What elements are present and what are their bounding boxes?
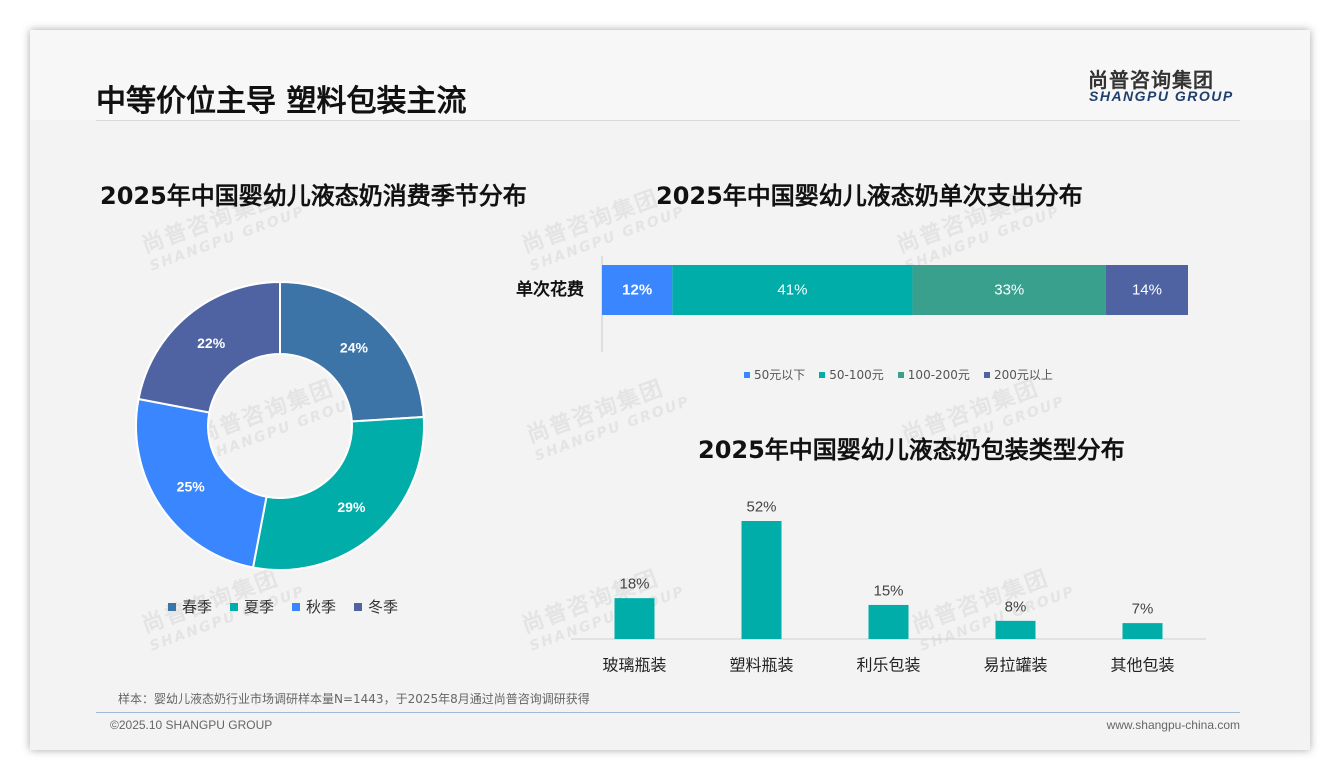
donut-label-4: 22% [197, 335, 226, 351]
package-category-label-5: 其他包装 [1110, 656, 1174, 675]
spend-segment-1 [602, 265, 673, 315]
season-legend-label-2: 夏季 [244, 598, 275, 616]
season-legend-item-2: 夏季 [230, 596, 274, 617]
spend-legend-swatch-3 [897, 371, 904, 378]
spend-segment-2 [672, 265, 913, 315]
package-bar-4 [995, 620, 1036, 639]
season-legend-item-1: 春季 [168, 596, 212, 617]
donut-slice-1 [279, 280, 425, 423]
page-title: 中等价位主导 塑料包装主流 [96, 84, 467, 119]
spend-legend-label-4: 200元以上 [993, 368, 1053, 382]
spend-legend-label-3: 100-200元 [907, 368, 970, 382]
season-chart-title: 2025年中国婴幼儿液态奶消费季节分布 [100, 182, 527, 210]
season-legend-item-4: 冬季 [354, 596, 398, 617]
website: www.shangpu-china.com [1106, 718, 1240, 732]
season-legend-label-3: 秋季 [306, 598, 337, 616]
package-value-label-5: 7% [1132, 601, 1154, 618]
title-divider [96, 120, 1240, 121]
package-bar-2 [741, 521, 782, 639]
spend-legend-item-3: 100-200元 [897, 366, 970, 383]
charts-canvas: 24% 29% 25% 22% 单次花费 12% 41% 33% 14% 18% 玻璃瓶装 52% 塑料… [135, 256, 1206, 675]
package-category-label-2: 塑料瓶装 [729, 656, 793, 675]
spend-legend-swatch-2 [819, 371, 826, 378]
spend-legend: 50元以下 50-100元 100-200元 200元以上 [744, 366, 1067, 383]
slide: 中等价位主导 塑料包装主流 尚普咨询集团 SHANGPU GROUP 尚普咨询集… [30, 30, 1310, 750]
package-bar-5 [1122, 623, 1163, 639]
season-legend-swatch-3 [292, 602, 301, 611]
sample-note: 样本：婴幼儿液态奶行业市场调研样本量N=1443，于2025年8月通过尚普咨询调… [118, 692, 590, 706]
spend-segment-label-4: 14% [1132, 282, 1162, 299]
footer-divider [96, 712, 1240, 713]
package-category-label-3: 利乐包装 [856, 656, 920, 675]
spend-legend-swatch-4 [983, 371, 990, 378]
donut-slice-3 [135, 397, 268, 569]
package-category-label-4: 易拉罐装 [983, 656, 1047, 675]
donut-label-1: 24% [340, 339, 369, 355]
package-chart-title: 2025年中国婴幼儿液态奶包装类型分布 [698, 436, 1125, 464]
season-legend: 春季 夏季 秋季 冬季 [168, 596, 416, 617]
package-category-label-1: 玻璃瓶装 [602, 656, 666, 675]
spend-segment-label-2: 41% [777, 282, 807, 299]
season-legend-label-4: 冬季 [368, 598, 399, 616]
spend-segment-label-1: 12% [622, 282, 652, 299]
spend-segment-3 [912, 265, 1106, 315]
season-legend-swatch-1 [168, 602, 176, 611]
spend-category-label: 单次花费 [516, 279, 584, 300]
season-legend-swatch-2 [230, 602, 239, 611]
logo-english: SHANGPU GROUP [1089, 88, 1234, 104]
package-value-label-1: 18% [619, 576, 649, 593]
spend-segment-label-3: 33% [994, 282, 1024, 299]
copyright: ©2025.10 SHANGPU GROUP [110, 718, 273, 732]
spend-legend-item-2: 50-100元 [819, 366, 884, 383]
spend-legend-item-4: 200元以上 [983, 366, 1053, 383]
package-bar-3 [868, 604, 909, 639]
spend-chart-title: 2025年中国婴幼儿液态奶单次支出分布 [656, 182, 1083, 210]
spend-legend-label-2: 50-100元 [829, 368, 884, 382]
donut-slice-2 [251, 415, 425, 571]
logo-chinese: 尚普咨询集团 [1088, 68, 1214, 92]
donut-label-3: 25% [177, 479, 206, 495]
spend-legend-item-1: 50元以下 [744, 366, 805, 383]
package-bar-1 [614, 598, 655, 639]
package-value-label-4: 8% [1005, 598, 1027, 615]
season-legend-item-3: 秋季 [292, 596, 336, 617]
package-value-label-3: 15% [873, 582, 903, 599]
package-value-label-2: 52% [746, 499, 776, 516]
donut-slice-4 [137, 280, 281, 414]
spend-legend-label-1: 50元以下 [754, 368, 806, 382]
season-legend-swatch-4 [354, 602, 363, 611]
header-band [30, 30, 1310, 120]
spend-legend-swatch-1 [744, 371, 750, 378]
donut-label-2: 29% [337, 499, 366, 515]
season-legend-label-1: 春季 [182, 598, 213, 616]
spend-segment-4 [1105, 265, 1188, 315]
